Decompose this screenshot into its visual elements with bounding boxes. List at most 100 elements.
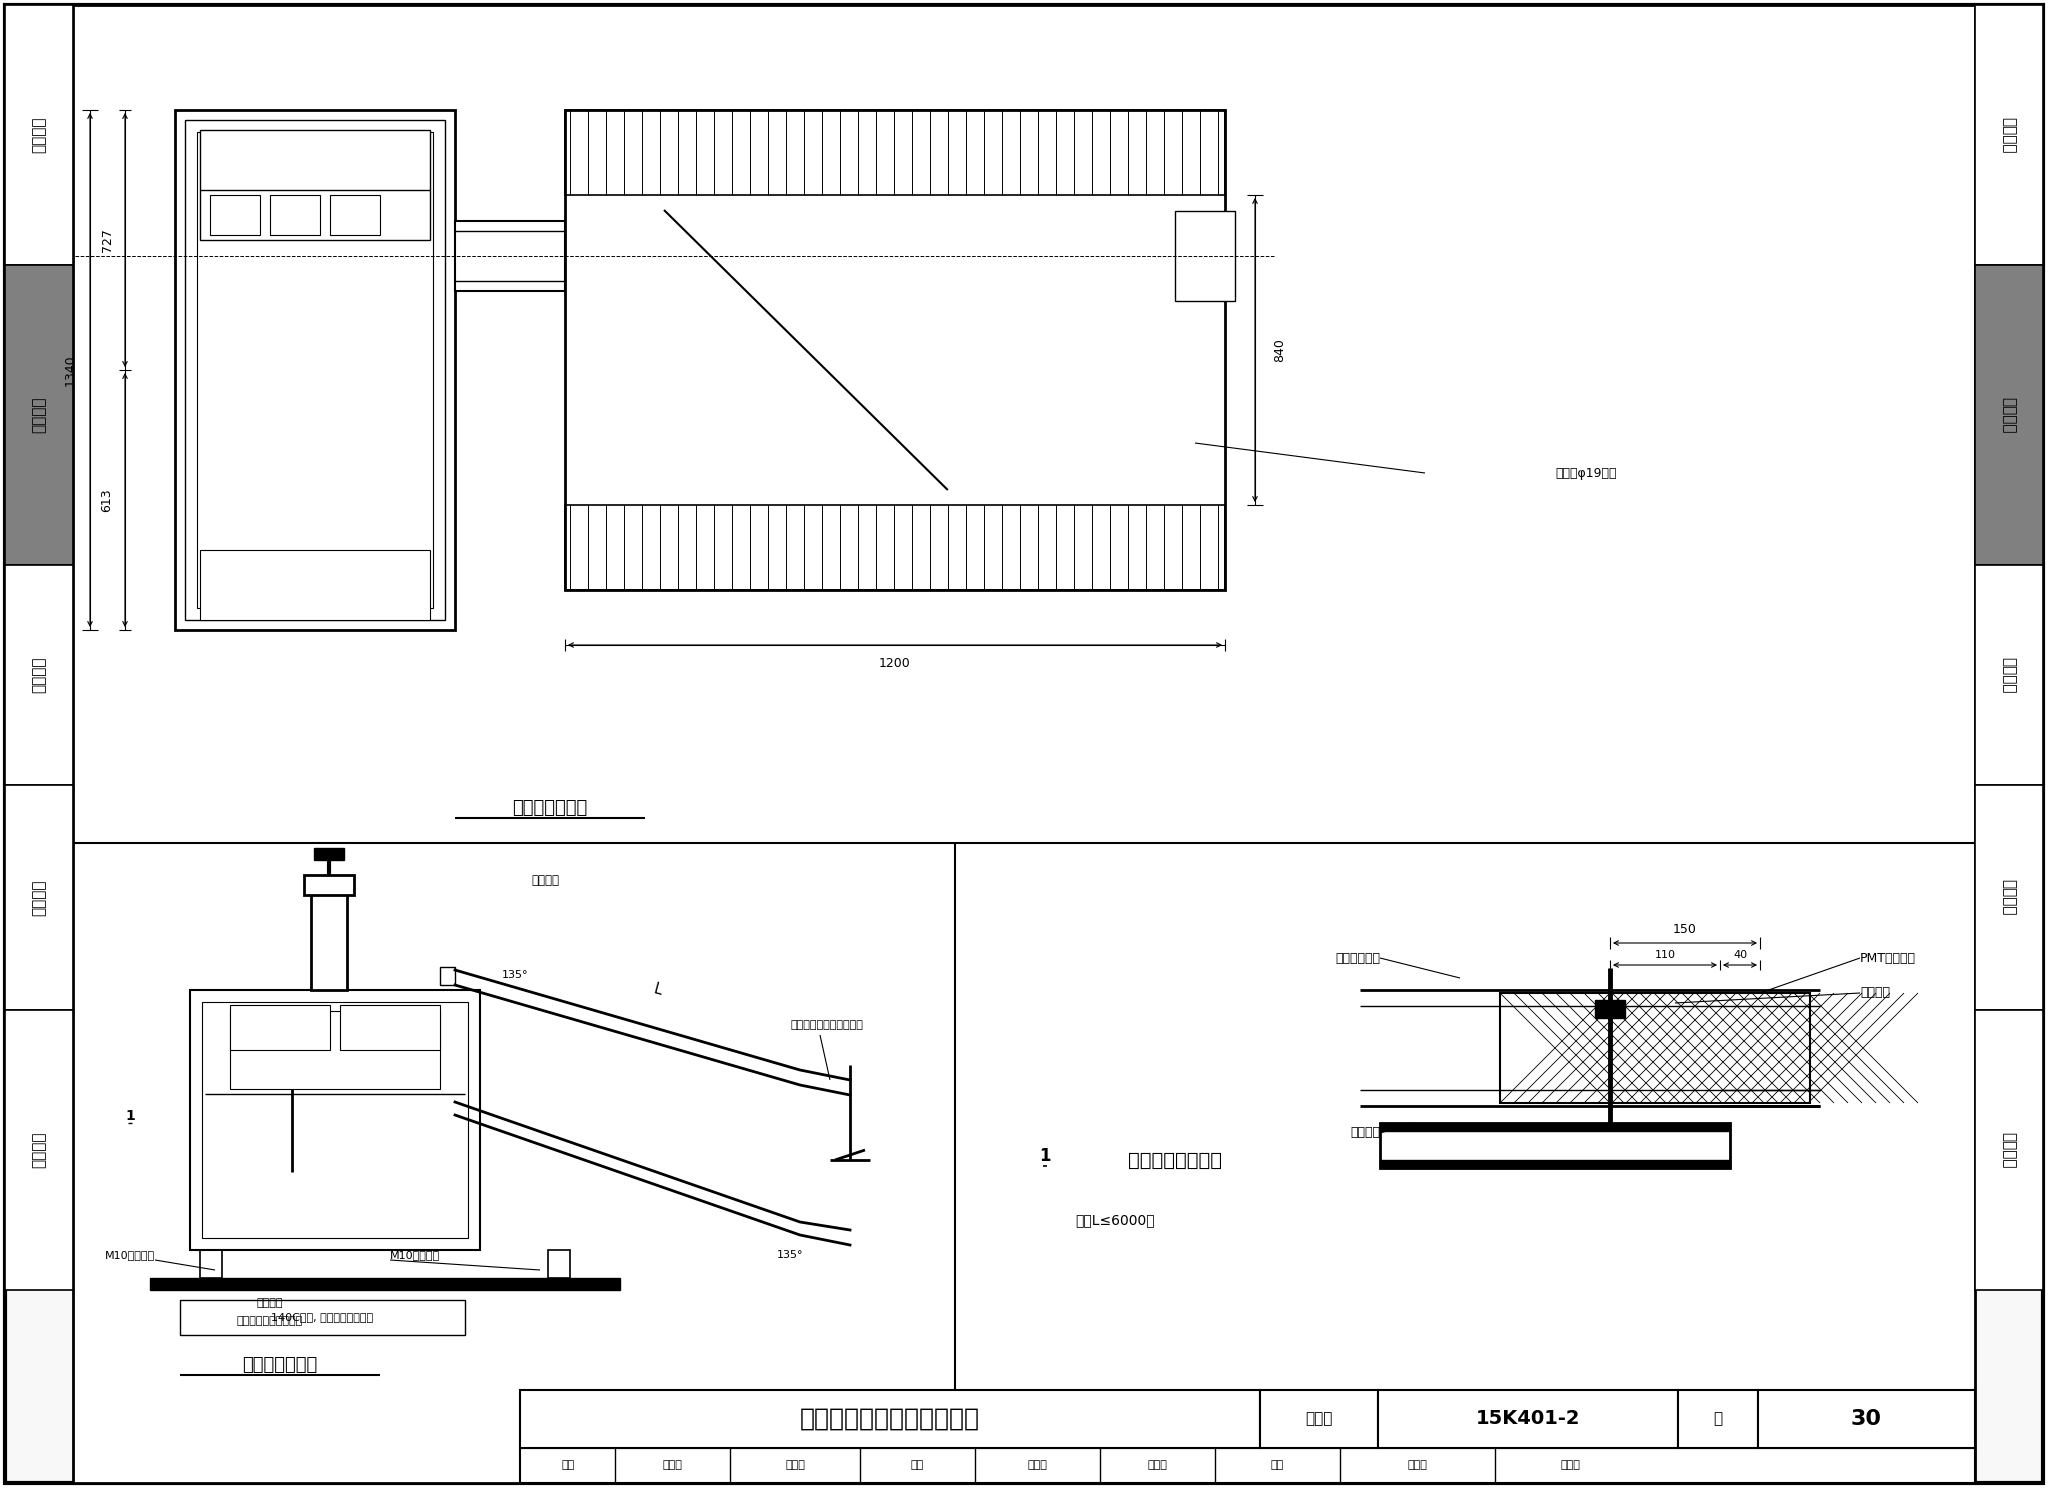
- Text: 电气控制: 电气控制: [31, 879, 47, 915]
- Bar: [1499, 992, 1810, 1103]
- Text: 填充层（耐火发泡剂）: 填充层（耐火发泡剂）: [238, 1315, 303, 1326]
- Bar: [150, 1278, 621, 1290]
- Bar: [4, 265, 74, 565]
- Text: L: L: [651, 982, 664, 998]
- Bar: [1757, 1390, 1974, 1448]
- Text: 审核: 审核: [561, 1461, 575, 1470]
- Text: 注：L≤6000。: 注：L≤6000。: [1075, 1213, 1155, 1228]
- Text: 150: 150: [1673, 923, 1698, 936]
- Text: 135°: 135°: [776, 1250, 803, 1260]
- Text: 固定垫片: 固定垫片: [1860, 987, 1890, 1000]
- Bar: [1176, 211, 1235, 301]
- Bar: [4, 786, 74, 1010]
- Bar: [211, 195, 260, 235]
- Text: 施工安装: 施工安装: [2001, 397, 2017, 433]
- Polygon shape: [1167, 434, 1184, 451]
- Text: 防雨罩板: 防雨罩板: [530, 873, 559, 887]
- Bar: [330, 195, 381, 235]
- Text: 施工安装: 施工安装: [31, 397, 47, 433]
- Ellipse shape: [274, 397, 354, 498]
- Text: 镀锌隔板: 镀锌隔板: [256, 1298, 283, 1308]
- Text: 张蔚东: 张蔚东: [662, 1461, 682, 1470]
- Bar: [201, 129, 430, 240]
- Text: 加研空: 加研空: [784, 1461, 805, 1470]
- Bar: [311, 879, 348, 990]
- Bar: [180, 1301, 465, 1335]
- Bar: [1595, 1000, 1624, 1018]
- Text: 15K401-2: 15K401-2: [1477, 1409, 1581, 1428]
- Ellipse shape: [1597, 981, 1622, 998]
- Text: 1340: 1340: [63, 354, 76, 385]
- Bar: [1380, 1123, 1731, 1168]
- Text: 蔡存占: 蔡存占: [1026, 1461, 1047, 1470]
- Text: 蔡花乃: 蔡花乃: [1147, 1461, 1167, 1470]
- Bar: [197, 132, 432, 609]
- Bar: [229, 1010, 440, 1089]
- Bar: [229, 1004, 330, 1051]
- Text: 屋顶安装平面图: 屋顶安装平面图: [512, 799, 588, 817]
- Circle shape: [111, 1100, 150, 1140]
- Circle shape: [1024, 1138, 1067, 1183]
- Text: 1200: 1200: [879, 656, 911, 670]
- Polygon shape: [606, 434, 623, 451]
- Text: 液化气站: 液化气站: [2001, 656, 2017, 693]
- Bar: [549, 1250, 569, 1278]
- Bar: [565, 504, 1225, 591]
- Text: 1: 1: [1038, 1147, 1051, 1165]
- Bar: [520, 1390, 1260, 1448]
- Bar: [565, 110, 1225, 195]
- Bar: [1974, 4, 2044, 265]
- Text: 管之松: 管之松: [1561, 1461, 1579, 1470]
- Bar: [201, 551, 430, 620]
- Bar: [201, 1250, 221, 1278]
- Text: 图集号: 图集号: [1305, 1412, 1333, 1427]
- Text: 设计: 设计: [1270, 1461, 1284, 1470]
- Bar: [455, 220, 565, 290]
- Bar: [184, 121, 444, 620]
- Text: 12厚岩棉保温层: 12厚岩棉保温层: [244, 1280, 297, 1290]
- Text: 屋顶安装立面图: 屋顶安装立面图: [242, 1356, 317, 1373]
- Bar: [1677, 1390, 1757, 1448]
- Text: 40: 40: [1733, 949, 1747, 960]
- Polygon shape: [606, 248, 623, 265]
- Bar: [1974, 1010, 2044, 1290]
- Bar: [313, 848, 344, 860]
- Text: 低温辐射管燃烧器屋顶安装: 低温辐射管燃烧器屋顶安装: [801, 1408, 981, 1431]
- Text: 屋面檩条: 屋面檩条: [1350, 1126, 1380, 1140]
- Polygon shape: [1167, 248, 1184, 265]
- Text: 管冬毅: 管冬毅: [1407, 1461, 1427, 1470]
- Circle shape: [535, 1280, 545, 1289]
- Bar: [520, 1448, 1974, 1484]
- Bar: [1380, 1123, 1731, 1131]
- Text: 电气控制: 电气控制: [2001, 879, 2017, 915]
- Bar: [440, 967, 455, 985]
- Bar: [4, 4, 74, 265]
- Text: 110: 110: [1655, 949, 1675, 960]
- Bar: [203, 1001, 469, 1238]
- Text: 液化气站: 液化气站: [31, 656, 47, 693]
- Bar: [1974, 565, 2044, 786]
- Bar: [190, 990, 479, 1250]
- Text: 613: 613: [100, 488, 113, 512]
- Bar: [340, 1004, 440, 1051]
- Bar: [1974, 265, 2044, 565]
- Text: 140C型钢, 生根于临近檩条处: 140C型钢, 生根于临近檩条处: [270, 1312, 373, 1321]
- Text: 防水盖片（内灌玻璃胶）: 防水盖片（内灌玻璃胶）: [791, 1019, 862, 1030]
- Bar: [305, 875, 354, 894]
- Bar: [1260, 1390, 1378, 1448]
- Text: 每肋槽φ19熔焊: 每肋槽φ19熔焊: [1554, 467, 1616, 479]
- Polygon shape: [455, 970, 801, 1085]
- Text: 设计说明: 设计说明: [2001, 116, 2017, 153]
- Text: M10加固螺栓: M10加固螺栓: [104, 1250, 156, 1260]
- Bar: [1974, 786, 2044, 1010]
- Text: 工程实例: 工程实例: [31, 1132, 47, 1168]
- Text: 彩板屋面脚钉做法: 彩板屋面脚钉做法: [1128, 1150, 1223, 1170]
- Ellipse shape: [285, 409, 344, 487]
- Bar: [4, 565, 74, 786]
- Text: PMT防水卷材: PMT防水卷材: [1860, 951, 1917, 964]
- Text: 页: 页: [1714, 1412, 1722, 1427]
- Text: 727: 727: [100, 228, 113, 251]
- Text: 校对: 校对: [911, 1461, 924, 1470]
- Bar: [174, 110, 455, 629]
- Text: 工程实例: 工程实例: [2001, 1132, 2017, 1168]
